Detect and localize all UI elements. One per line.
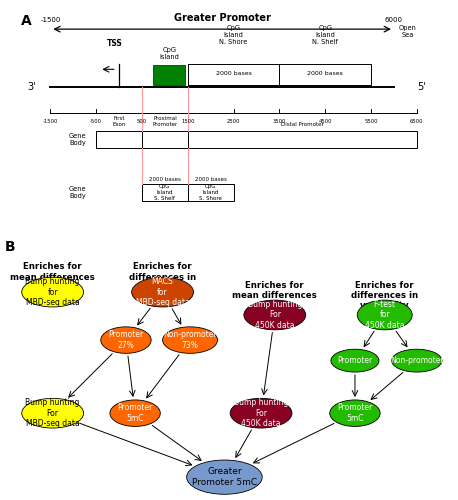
Text: 3': 3' (28, 82, 36, 92)
Text: 2000 bases: 2000 bases (195, 177, 227, 182)
Ellipse shape (22, 278, 83, 307)
Text: 2000 bases: 2000 bases (307, 70, 343, 76)
Text: -1500: -1500 (40, 18, 60, 24)
Text: Promoter
5mC: Promoter 5mC (118, 404, 153, 423)
Bar (188, 130, 417, 148)
Text: Enriches for
mean differences: Enriches for mean differences (10, 262, 95, 282)
Ellipse shape (357, 300, 412, 330)
Text: CpG
Island
N. Shelf: CpG Island N. Shelf (312, 26, 338, 46)
Text: Bump hunting
For
MBD-seq data: Bump hunting For MBD-seq data (26, 398, 80, 428)
Ellipse shape (163, 327, 218, 353)
Bar (279, 64, 371, 84)
Bar (188, 184, 234, 202)
Ellipse shape (331, 349, 379, 372)
Text: Gene
Body: Gene Body (69, 186, 87, 199)
Text: CpG
Island
S. Shore: CpG Island S. Shore (199, 184, 222, 201)
Text: 1500: 1500 (181, 119, 195, 124)
Ellipse shape (110, 400, 160, 426)
Text: F-test
for
450K data: F-test for 450K data (365, 300, 404, 330)
Text: Promoter
5mC: Promoter 5mC (338, 404, 372, 423)
Text: Bump hunting
for
MBD-seq data: Bump hunting for MBD-seq data (26, 277, 80, 307)
Text: Enriches for
differences in
variability: Enriches for differences in variability (129, 262, 196, 292)
Text: Distal Promoter: Distal Promoter (281, 122, 324, 126)
Bar (142, 184, 188, 202)
Text: Bump hunting
For
450K data: Bump hunting For 450K data (248, 300, 302, 330)
Text: CpG
Island
N. Shore: CpG Island N. Shore (219, 26, 248, 46)
Text: CpG
Island
S. Shelf: CpG Island S. Shelf (154, 184, 175, 201)
Text: First
Exon: First Exon (112, 116, 126, 126)
Text: Gene
Body: Gene Body (69, 132, 87, 145)
Text: -1500: -1500 (43, 119, 58, 124)
Text: Promoter
27%: Promoter 27% (109, 330, 143, 350)
Text: 2000 bases: 2000 bases (216, 70, 251, 76)
Text: 6000: 6000 (385, 18, 403, 24)
Bar (142, 130, 188, 148)
Text: Proximal
Promoter: Proximal Promoter (152, 116, 178, 126)
Text: 4500: 4500 (318, 119, 332, 124)
Ellipse shape (22, 398, 83, 428)
Text: Promoter: Promoter (338, 356, 372, 365)
Text: Greater Promoter: Greater Promoter (174, 14, 271, 24)
Ellipse shape (187, 460, 262, 494)
Text: 2000 bases: 2000 bases (149, 177, 181, 182)
Bar (96, 130, 142, 148)
Text: MACS
for
MBD-seq data: MACS for MBD-seq data (136, 277, 190, 307)
Text: Non-promoter
73%: Non-promoter 73% (163, 330, 217, 350)
Bar (153, 66, 185, 84)
Text: -500: -500 (90, 119, 102, 124)
Ellipse shape (244, 300, 306, 330)
Ellipse shape (330, 400, 380, 426)
Text: 6500: 6500 (410, 119, 424, 124)
Text: Enriches for
differences in
variability: Enriches for differences in variability (351, 280, 418, 310)
Text: TSS: TSS (107, 40, 122, 48)
Text: 5': 5' (417, 82, 426, 92)
Text: Enriches for
mean differences: Enriches for mean differences (232, 280, 317, 300)
Text: Open
Sea: Open Sea (398, 26, 417, 38)
Bar (188, 64, 279, 84)
Text: 500: 500 (137, 119, 147, 124)
Text: B: B (5, 240, 15, 254)
Text: Non-promoter: Non-promoter (390, 356, 444, 365)
Text: CpG
Island: CpG Island (159, 46, 180, 60)
Text: A: A (21, 14, 31, 28)
Ellipse shape (392, 349, 442, 372)
Text: 5500: 5500 (364, 119, 378, 124)
Ellipse shape (101, 327, 151, 353)
Text: Bump hunting
For
450K data: Bump hunting For 450K data (234, 398, 288, 428)
Ellipse shape (230, 398, 292, 428)
Text: Greater
Promoter 5mC: Greater Promoter 5mC (192, 468, 257, 487)
Text: 3500: 3500 (273, 119, 286, 124)
Text: 2500: 2500 (227, 119, 240, 124)
Ellipse shape (132, 278, 193, 307)
